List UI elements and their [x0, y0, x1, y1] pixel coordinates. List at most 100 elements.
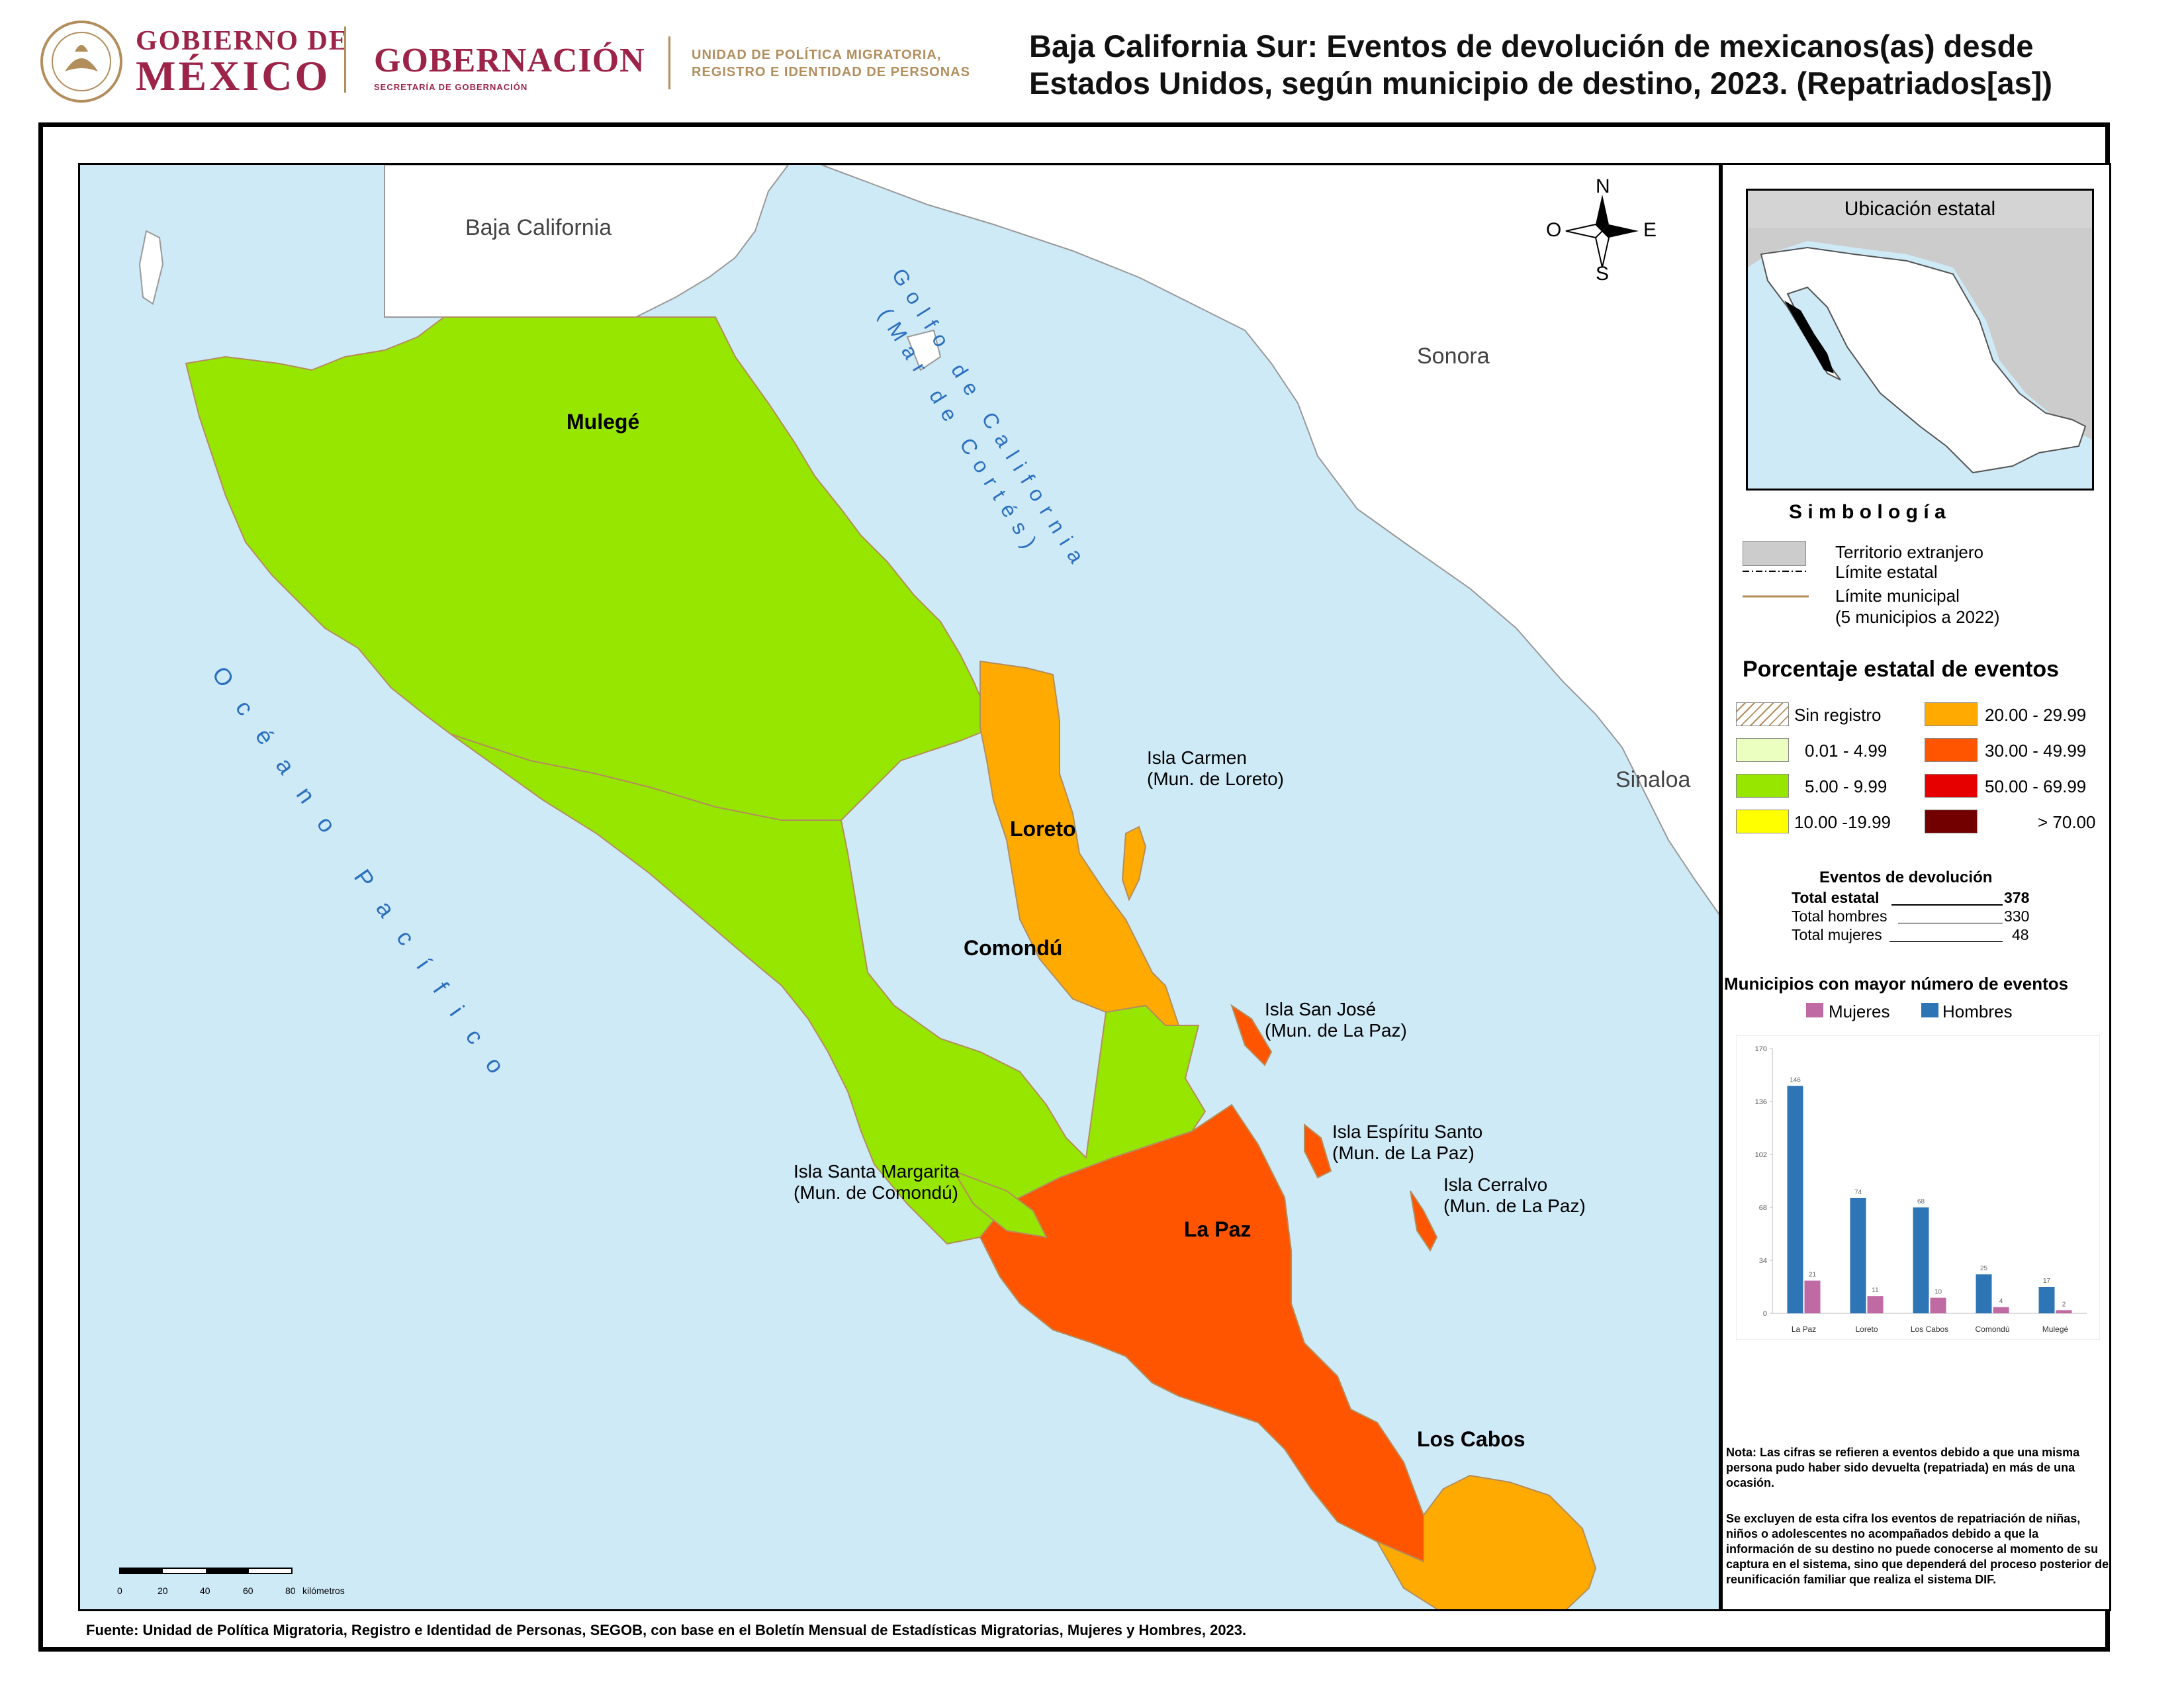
y-tick-label: 170	[1755, 1045, 1767, 1053]
y-tick-label: 0	[1763, 1310, 1767, 1318]
inset-mexico	[1760, 246, 2087, 474]
events-title: Eventos de devolución	[1819, 868, 1993, 886]
label-sinaloa: Sinaloa	[1615, 767, 1691, 792]
isla-espiritu-santo	[1304, 1123, 1332, 1179]
data-label-mujeres: 11	[1872, 1287, 1879, 1294]
inset-title: Ubicación estatal	[1748, 191, 2092, 229]
y-tick-label: 102	[1755, 1151, 1767, 1159]
municipality-mulege	[185, 316, 995, 821]
total-estatal-value: 378	[2004, 889, 2030, 906]
mainland-territory	[821, 165, 1719, 915]
isla-san-jose	[1230, 1004, 1273, 1066]
bar-hombres	[1850, 1197, 1866, 1313]
cedros-island	[138, 230, 164, 305]
inset-map: Ubicación estatal	[1746, 189, 2094, 491]
data-label-mujeres: 2	[2062, 1301, 2066, 1308]
label-municipios-2022: (5 municipios a 2022)	[1835, 607, 2000, 627]
bar-mujeres	[1804, 1280, 1821, 1313]
x-tick-label: Mulegé	[2042, 1325, 2069, 1334]
label-isla-carmen: Isla Carmen (Mun. de Loreto)	[1147, 747, 1284, 789]
logo-divider-2	[668, 36, 670, 89]
data-label-hombres: 25	[1980, 1265, 1988, 1272]
logo-gobernacion: GOBERNACIÓN	[374, 42, 645, 79]
page-title-line2: Estados Unidos, según municipio de desti…	[1029, 66, 2053, 101]
estatal-line-icon	[1743, 571, 1809, 572]
scale-tick-20: 20	[158, 1585, 168, 1596]
label-limite-estatal: Límite estatal	[1835, 562, 1938, 582]
swatch-territorio-extranjero	[1743, 541, 1806, 566]
source-footer: Fuente: Unidad de Política Migratoria, R…	[86, 1622, 1247, 1638]
swatch-class-5	[1925, 738, 1978, 762]
page-title-line1: Baja California Sur: Eventos de devoluci…	[1029, 28, 2034, 64]
class-label-0: Sin registro	[1794, 705, 1882, 725]
label-los-cabos: Los Cabos	[1417, 1427, 1525, 1451]
scale-tick-80: 80	[285, 1585, 296, 1596]
x-tick-label: La Paz	[1792, 1325, 1816, 1334]
compass-south: S	[1596, 263, 1610, 285]
bar-hombres	[1787, 1086, 1803, 1313]
y-tick-label: 68	[1759, 1204, 1767, 1212]
total-estatal-label: Total estatal	[1792, 889, 1880, 906]
data-label-mujeres: 21	[1809, 1272, 1817, 1279]
logo-upm-line2: REGISTRO E IDENTIDAD DE PERSONAS	[692, 65, 970, 79]
label-isla-espiritu-santo: Isla Espíritu Santo (Mun. de La Paz)	[1332, 1121, 1483, 1163]
logo-gobierno-de: GOBIERNO DE	[136, 26, 349, 56]
swatch-class-6	[1925, 774, 1978, 798]
data-label-hombres: 74	[1854, 1189, 1862, 1196]
scale-tick-0: 0	[117, 1585, 122, 1596]
logo-mexico: MÉXICO	[136, 52, 331, 99]
mexico-coat-of-arms-icon	[40, 21, 122, 103]
label-mulege: Mulegé	[567, 410, 640, 434]
scale-tick-60: 60	[243, 1585, 253, 1596]
legend-hombres-swatch	[1921, 1003, 1938, 1017]
simbologia-title: S i m b o l o g í a	[1789, 501, 1946, 523]
municipality-los-cabos	[1375, 1474, 1597, 1609]
swatch-class-3	[1736, 810, 1789, 833]
scale-bar	[119, 1568, 293, 1574]
baja-california-territory	[384, 165, 790, 318]
isla-santa-margarita	[952, 1170, 1048, 1239]
class-label-4: 20.00 - 29.99	[1985, 705, 2087, 725]
label-isla-san-jose: Isla San José (Mun. de La Paz)	[1265, 999, 1407, 1041]
data-label-mujeres: 4	[1999, 1298, 2003, 1305]
data-label-hombres: 146	[1790, 1076, 1801, 1084]
map-panel: Baja California Sonora Sinaloa Golfo de …	[78, 163, 1721, 1611]
class-label-1: 0.01 - 4.99	[1805, 741, 1888, 761]
data-label-hombres: 68	[1917, 1198, 1925, 1205]
bar-chart: 0 34 68 102 136 170 146 21 La Paz 74 11 Loreto 68 10 L…	[1736, 1035, 2100, 1340]
legend-mujeres-label: Mujeres	[1829, 1002, 1890, 1021]
tiburon-island	[906, 329, 942, 371]
logo-secretaria: SECRETARÍA DE GOBERNACIÓN	[374, 82, 528, 92]
bar-chart-title: Municipios con mayor número de eventos	[1724, 974, 2069, 994]
label-sonora: Sonora	[1417, 344, 1490, 369]
x-tick-label: Los Cabos	[1911, 1325, 1948, 1334]
total-mujeres-value: 48	[2012, 926, 2029, 943]
compass-icon	[1565, 195, 1639, 268]
bar-hombres	[1913, 1207, 1929, 1313]
swatch-class-7	[1925, 810, 1978, 833]
label-limite-municipal: Límite municipal	[1835, 586, 1960, 606]
logo-divider	[344, 26, 346, 93]
bar-mujeres	[1993, 1307, 2009, 1313]
class-label-5: 30.00 - 49.99	[1985, 741, 2087, 761]
compass-west: O	[1546, 219, 1562, 241]
label-comondu: Comondú	[964, 936, 1063, 960]
municipal-line-icon	[1743, 595, 1809, 598]
swatch-sin-registro	[1736, 702, 1789, 726]
data-label-hombres: 17	[2043, 1278, 2051, 1285]
y-tick-label: 34	[1759, 1257, 1767, 1265]
legend-panel: Ubicación estatal S i m b o l o g í a Te…	[1721, 163, 2111, 1611]
class-label-7: > 70.00	[2038, 812, 2096, 832]
municipality-loreto	[979, 660, 1199, 1026]
bar-hombres	[2038, 1287, 2055, 1313]
scale-tick-40: 40	[200, 1585, 210, 1596]
label-territorio-extranjero: Territorio extranjero	[1835, 542, 1983, 562]
percent-title: Porcentaje estatal de eventos	[1743, 657, 2060, 682]
note-1: Nota: Las cifras se refieren a eventos d…	[1726, 1446, 2080, 1489]
label-la-paz: La Paz	[1184, 1217, 1251, 1241]
swatch-class-1	[1736, 738, 1789, 762]
header: GOBIERNO DE MÉXICO GOBERNACIÓN SECRETARÍ…	[0, 0, 2184, 119]
legend-hombres-label: Hombres	[1942, 1002, 2013, 1021]
map-svg	[119, 165, 1719, 1609]
isla-carmen	[1121, 825, 1147, 902]
